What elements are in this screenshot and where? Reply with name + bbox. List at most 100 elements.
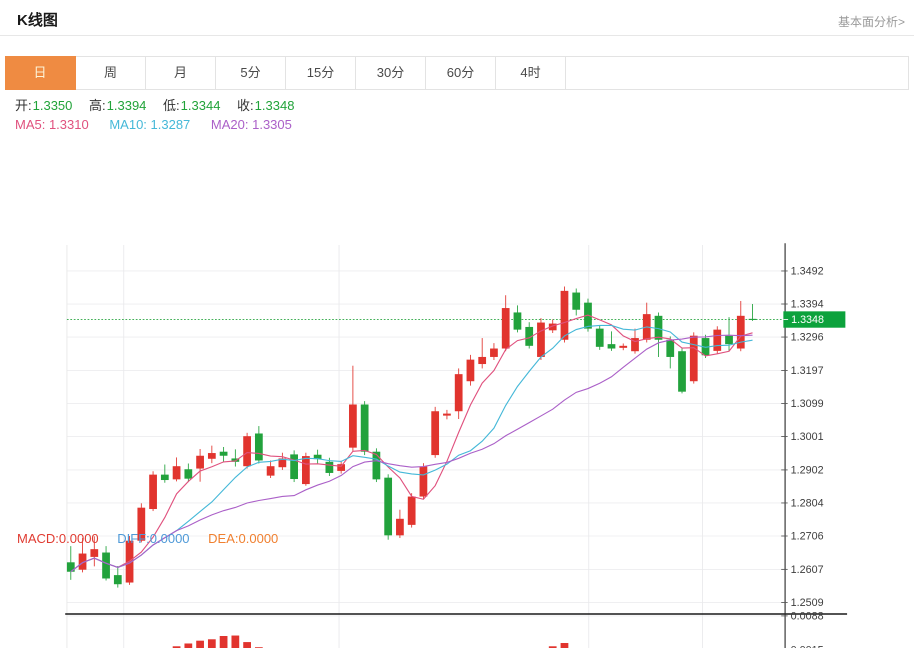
price-tick-label: 1.3492 [791, 266, 824, 278]
candle-body [748, 318, 757, 320]
candle-body [231, 458, 240, 462]
price-tick-label: 1.2509 [791, 597, 824, 609]
high-label: 高: [89, 98, 106, 113]
price-tick-label: 1.2804 [791, 498, 824, 510]
candle-body [325, 461, 334, 473]
candle-body [654, 315, 663, 340]
badge-price-label: 1.3348 [791, 314, 824, 326]
macd-bar [219, 636, 228, 648]
candle-body [490, 348, 498, 357]
candle-body [689, 335, 698, 382]
candle-body [219, 451, 228, 456]
current-price-badge: 1.3348 [783, 311, 846, 328]
candle-body [384, 477, 393, 536]
tab-60min[interactable]: 60分 [426, 57, 496, 89]
macd-bar [231, 635, 240, 648]
low-value: 1.3344 [180, 98, 221, 113]
candle-body [572, 292, 581, 310]
ma-legend: MA5: 1.3310 MA10: 1.3287 MA20: 1.3305 [15, 117, 309, 132]
tabbar-filler [566, 57, 908, 89]
macd-bar [207, 639, 216, 648]
price-axis: 1.3492 1.3394 1.3296 1.3197 1.3099 1.3001 1.29… [781, 266, 824, 609]
price-tick-label: 1.2607 [791, 564, 824, 576]
candle-body [607, 344, 616, 349]
tab-week[interactable]: 周 [76, 57, 146, 89]
fundamental-analysis-link[interactable]: 基本面分析> [837, 15, 905, 29]
period-tabbar: 日 周 月 5分 15分 30分 60分 4时 [5, 56, 909, 90]
price-tick-label: 1.3394 [791, 299, 824, 311]
candle-body [501, 308, 510, 349]
candle-body [266, 466, 275, 476]
title-divider [0, 35, 914, 36]
macd-histogram [172, 635, 569, 648]
candle-body [113, 575, 122, 585]
ohlc-legend: 开:1.3350 高:1.3394 低:1.3344 收:1.3348 [15, 95, 307, 114]
price-tick-label: 1.2706 [791, 531, 824, 543]
candle-body [595, 328, 604, 347]
candle-body [478, 356, 487, 365]
candle-body [337, 464, 346, 471]
price-tick-label: 1.3197 [791, 365, 824, 377]
candle-body [513, 312, 522, 330]
candle-body [160, 474, 169, 481]
candle-body [713, 329, 722, 351]
price-tick-label: 1.2902 [791, 465, 824, 477]
tab-5min[interactable]: 5分 [216, 57, 286, 89]
candle-body [207, 453, 216, 459]
candle-body [184, 469, 193, 479]
macd-bar [560, 643, 569, 648]
candle-body [290, 454, 298, 480]
tab-day[interactable]: 日 [5, 56, 76, 90]
price-tick-label: 1.3001 [791, 431, 824, 443]
titlebar: K线图 基本面分析> [0, 0, 914, 35]
candle-body [736, 315, 745, 349]
tab-4hour[interactable]: 4时 [496, 57, 566, 89]
close-value: 1.3348 [254, 98, 295, 113]
candle-body [302, 456, 310, 485]
dea-legend-value: DEA:0.0000 [208, 531, 279, 546]
candle-body [431, 411, 440, 456]
candle-body [349, 404, 357, 448]
candle-body [313, 454, 322, 460]
candle-body [137, 507, 146, 541]
macd-bar [548, 646, 557, 648]
macd-bar [172, 646, 181, 648]
macd-tick-label: 0.0088 [791, 611, 824, 623]
candle-body [619, 345, 628, 348]
macd-axis: 0.00880.0015-0.0059-0.0132 [781, 611, 824, 648]
candle-body [548, 323, 557, 331]
ma5-legend-value: MA5: 1.3310 [15, 117, 89, 132]
candle-body [90, 549, 99, 557]
candle-body [172, 466, 181, 480]
candle-body [278, 458, 287, 468]
candle-body [372, 451, 381, 480]
candle-body [443, 413, 451, 416]
kline-chart[interactable]: 1.3492 1.3394 1.3296 1.3197 1.3099 1.3001 1.29… [0, 90, 914, 648]
candle-body [525, 326, 534, 346]
ma10-line [70, 324, 753, 573]
tab-30min[interactable]: 30分 [356, 57, 426, 89]
tab-15min[interactable]: 15分 [286, 57, 356, 89]
candle-body [407, 496, 416, 525]
ma20-line [70, 334, 753, 573]
candle-body [396, 518, 404, 536]
open-value: 1.3350 [32, 98, 73, 113]
candle-body [560, 290, 569, 340]
candle-body [701, 338, 710, 356]
grid [66, 245, 786, 648]
diff-legend-value: DIFF:0.0000 [117, 531, 190, 546]
candle-body [725, 335, 733, 345]
macd-bar [184, 643, 193, 648]
candle-body [666, 339, 675, 357]
candle-body [678, 351, 686, 392]
ma20-legend-value: MA20: 1.3305 [210, 117, 292, 132]
tab-month[interactable]: 月 [146, 57, 216, 89]
ma5-line [70, 314, 753, 573]
low-label: 低: [163, 98, 180, 113]
ma10-legend-value: MA10: 1.3287 [109, 117, 191, 132]
high-value: 1.3394 [106, 98, 147, 113]
candle-body [360, 404, 369, 452]
kline-chart-svg: 1.3492 1.3394 1.3296 1.3197 1.3099 1.3001 1.29… [65, 243, 848, 648]
price-tick-label: 1.3099 [791, 398, 824, 410]
